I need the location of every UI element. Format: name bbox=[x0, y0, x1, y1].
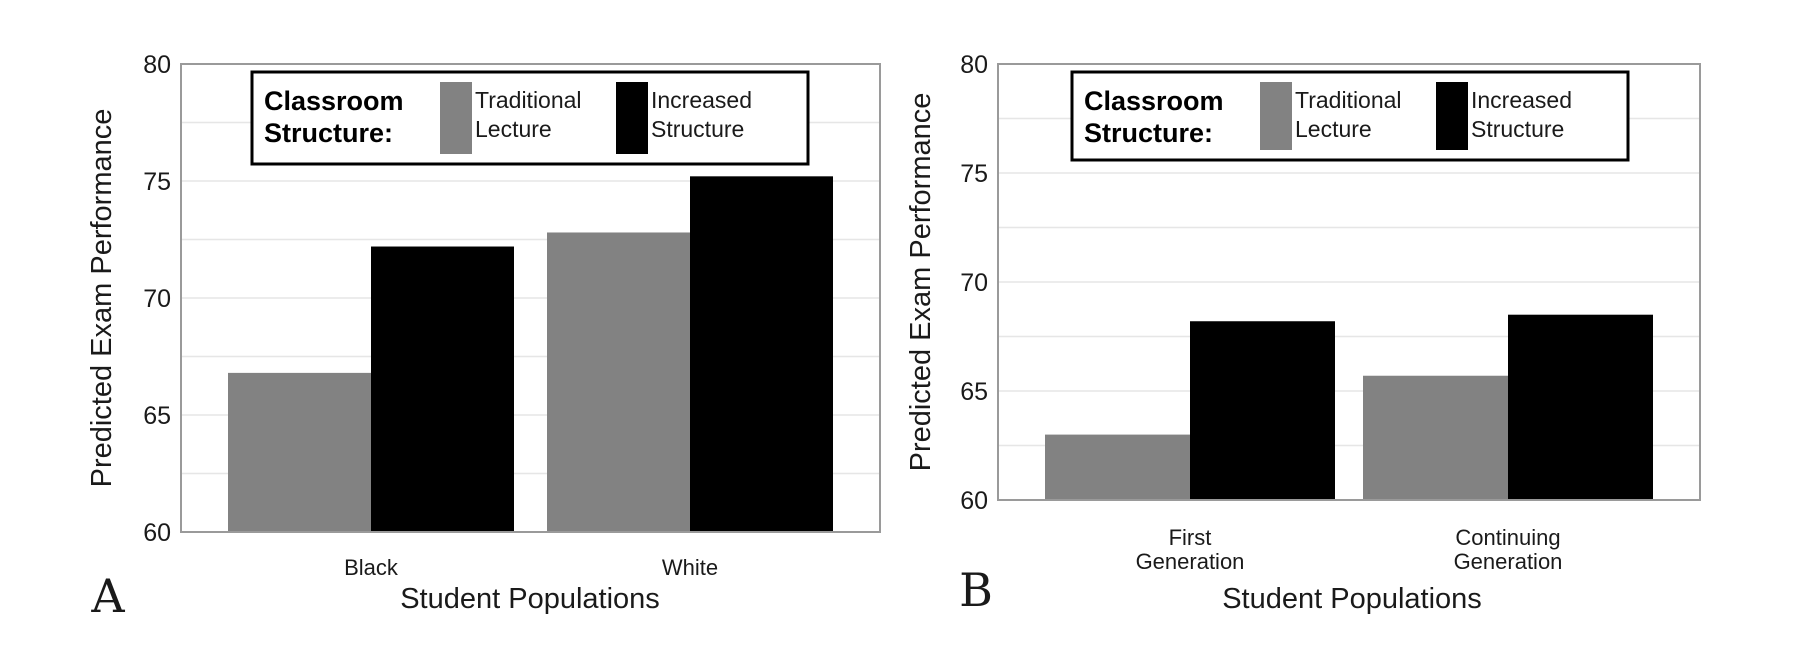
legend-box bbox=[250, 70, 810, 166]
legend-swatch bbox=[440, 82, 472, 154]
y-axis-label: Predicted Exam Performance bbox=[905, 93, 937, 472]
y-tick-label: 75 bbox=[960, 160, 988, 188]
plot-frame bbox=[997, 63, 1701, 501]
bar-traditional-lecture-white bbox=[547, 232, 690, 533]
bar-traditional-lecture-first-generation bbox=[1045, 434, 1190, 500]
legend-swatch bbox=[1260, 82, 1292, 150]
plot-frame bbox=[180, 63, 881, 533]
y-tick-label: 80 bbox=[960, 51, 988, 79]
y-tick-label: 80 bbox=[143, 51, 171, 79]
legend-swatch bbox=[616, 82, 648, 154]
bar-increased-structure-first-generation bbox=[1190, 321, 1335, 500]
y-tick-label: 65 bbox=[960, 378, 988, 406]
legend: Classroom Structure: Traditional Lecture Inc… bbox=[250, 70, 810, 166]
panel-letter: B bbox=[959, 563, 993, 617]
chart-panel-a: Black White 60 65 70 75 80 Predicted Exam Perfo… bbox=[86, 51, 881, 623]
x-tick-label: First Generation bbox=[1136, 525, 1245, 574]
legend-label: Increased Structure bbox=[1471, 87, 1572, 142]
chart-panel-b: First Generation Continuing Generation 60 65 7… bbox=[905, 51, 1701, 617]
legend-title: Classroom Structure: bbox=[1084, 86, 1224, 148]
y-tick-label: 65 bbox=[143, 402, 171, 430]
y-tick-label: 75 bbox=[143, 168, 171, 196]
bar-traditional-lecture-continuing-generation bbox=[1363, 375, 1508, 500]
y-axis-label: Predicted Exam Performance bbox=[86, 109, 118, 488]
y-tick-label: 60 bbox=[960, 487, 988, 515]
y-tick-label: 70 bbox=[960, 269, 988, 297]
legend-title: Classroom Structure: bbox=[264, 86, 404, 148]
x-tick-label: White bbox=[662, 555, 718, 580]
y-tick-label: 70 bbox=[143, 285, 171, 313]
y-tick-label: 60 bbox=[143, 519, 171, 547]
bar-increased-structure-white bbox=[690, 176, 833, 532]
panel-letter: A bbox=[90, 569, 125, 623]
legend-swatch bbox=[1436, 82, 1468, 150]
x-tick-label: Continuing Generation bbox=[1454, 525, 1563, 574]
bar-increased-structure-black bbox=[371, 246, 514, 532]
legend-box bbox=[1070, 70, 1630, 162]
legend-label: Traditional Lecture bbox=[475, 87, 582, 142]
legend-label: Increased Structure bbox=[651, 87, 752, 142]
x-axis-label: Student Populations bbox=[1222, 583, 1482, 615]
bar-traditional-lecture-black bbox=[228, 372, 371, 532]
bar-increased-structure-continuing-generation bbox=[1508, 314, 1653, 500]
legend: Classroom Structure: Traditional Lecture Inc… bbox=[1070, 70, 1630, 162]
x-axis-label: Student Populations bbox=[400, 583, 660, 615]
legend-label: Traditional Lecture bbox=[1295, 87, 1402, 142]
x-tick-label: Black bbox=[344, 555, 399, 580]
